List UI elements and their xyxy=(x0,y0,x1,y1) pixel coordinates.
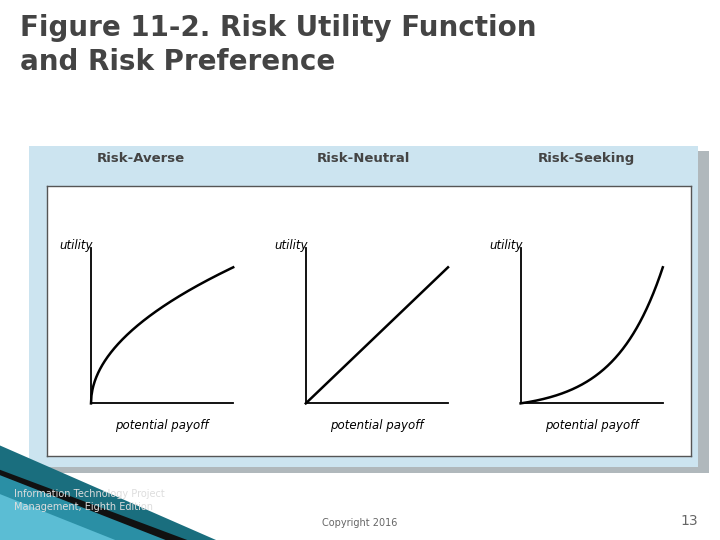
Text: utility: utility xyxy=(489,239,523,252)
Text: Risk-Seeking: Risk-Seeking xyxy=(538,152,636,165)
Text: Risk-Averse: Risk-Averse xyxy=(96,152,184,165)
Polygon shape xyxy=(0,475,166,540)
Text: potential payoff: potential payoff xyxy=(330,418,423,431)
Text: Copyright 2016: Copyright 2016 xyxy=(323,518,397,528)
Polygon shape xyxy=(0,494,115,540)
Text: potential payoff: potential payoff xyxy=(545,418,639,431)
Polygon shape xyxy=(0,446,216,540)
Text: Risk-Neutral: Risk-Neutral xyxy=(317,152,410,165)
Polygon shape xyxy=(0,470,187,540)
Text: 13: 13 xyxy=(681,514,698,528)
Text: Information Technology Project
Management, Eighth Edition: Information Technology Project Managemen… xyxy=(14,489,165,512)
Text: utility: utility xyxy=(274,239,307,252)
Text: potential payoff: potential payoff xyxy=(115,418,209,431)
Text: Figure 11-2. Risk Utility Function
and Risk Preference: Figure 11-2. Risk Utility Function and R… xyxy=(20,14,536,76)
Text: utility: utility xyxy=(59,239,93,252)
